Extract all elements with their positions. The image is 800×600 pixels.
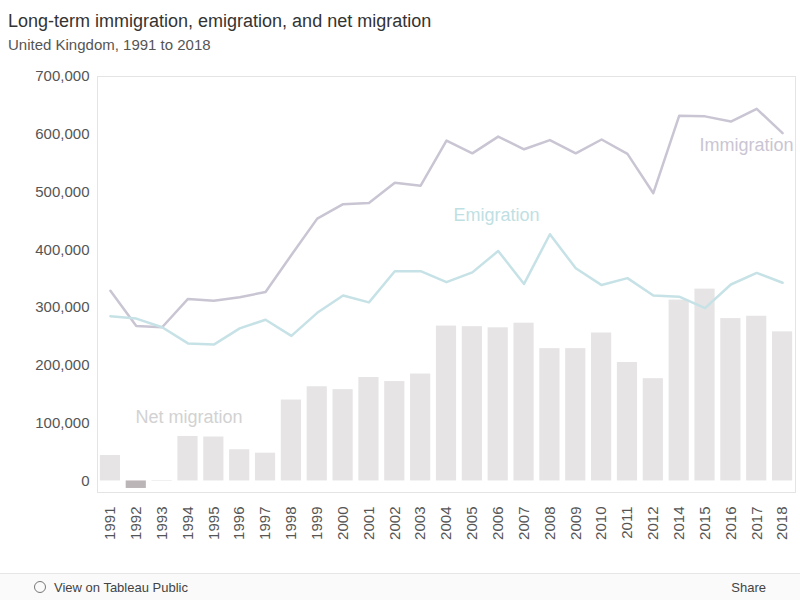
svg-text:400,000: 400,000: [35, 241, 89, 258]
svg-text:2017: 2017: [748, 507, 765, 540]
svg-text:100,000: 100,000: [35, 414, 89, 431]
svg-text:1992: 1992: [127, 507, 144, 540]
svg-text:1999: 1999: [308, 507, 325, 540]
svg-text:700,000: 700,000: [35, 67, 89, 84]
svg-text:2018: 2018: [773, 507, 790, 540]
html-text:Long-term immigration, emigrat: Long-term immigration, emigration, and n…: [8, 11, 432, 31]
svg-text:0: 0: [81, 472, 89, 489]
svg-text:500,000: 500,000: [35, 183, 89, 200]
svg-text:2002: 2002: [386, 507, 403, 540]
svg-text:1996: 1996: [230, 507, 247, 540]
svg-text:200,000: 200,000: [35, 356, 89, 373]
svg-text:2011: 2011: [618, 507, 635, 539]
svg-text:Emigration: Emigration: [454, 205, 540, 225]
svg-text:2007: 2007: [515, 507, 532, 540]
svg-text:2010: 2010: [592, 507, 609, 540]
html-text:Share: Share: [731, 580, 766, 595]
html-text:United Kingdom, 1991 to 2018: United Kingdom, 1991 to 2018: [8, 36, 211, 53]
svg-text:600,000: 600,000: [35, 125, 89, 142]
svg-text:1995: 1995: [205, 507, 222, 540]
svg-text:2009: 2009: [567, 507, 584, 540]
svg-text:2015: 2015: [696, 507, 713, 540]
svg-text:1998: 1998: [282, 507, 299, 540]
svg-text:2012: 2012: [644, 507, 661, 540]
svg-text:1997: 1997: [256, 507, 273, 540]
svg-text:2008: 2008: [541, 507, 558, 540]
svg-text:Net migration: Net migration: [136, 407, 243, 427]
svg-text:2016: 2016: [722, 507, 739, 540]
svg-text:2003: 2003: [411, 507, 428, 540]
svg-text:2000: 2000: [334, 507, 351, 540]
svg-text:2001: 2001: [360, 507, 377, 540]
svg-text:1993: 1993: [153, 507, 170, 540]
svg-text:2014: 2014: [670, 507, 687, 540]
svg-text:Immigration: Immigration: [699, 135, 793, 155]
svg-text:2006: 2006: [489, 507, 506, 540]
svg-text:2004: 2004: [437, 507, 454, 540]
svg-text:300,000: 300,000: [35, 298, 89, 315]
html-text:View on Tableau Public: View on Tableau Public: [54, 580, 188, 595]
svg-text:1994: 1994: [179, 507, 196, 540]
svg-text:2005: 2005: [463, 507, 480, 540]
svg-text:1991: 1991: [101, 507, 118, 540]
